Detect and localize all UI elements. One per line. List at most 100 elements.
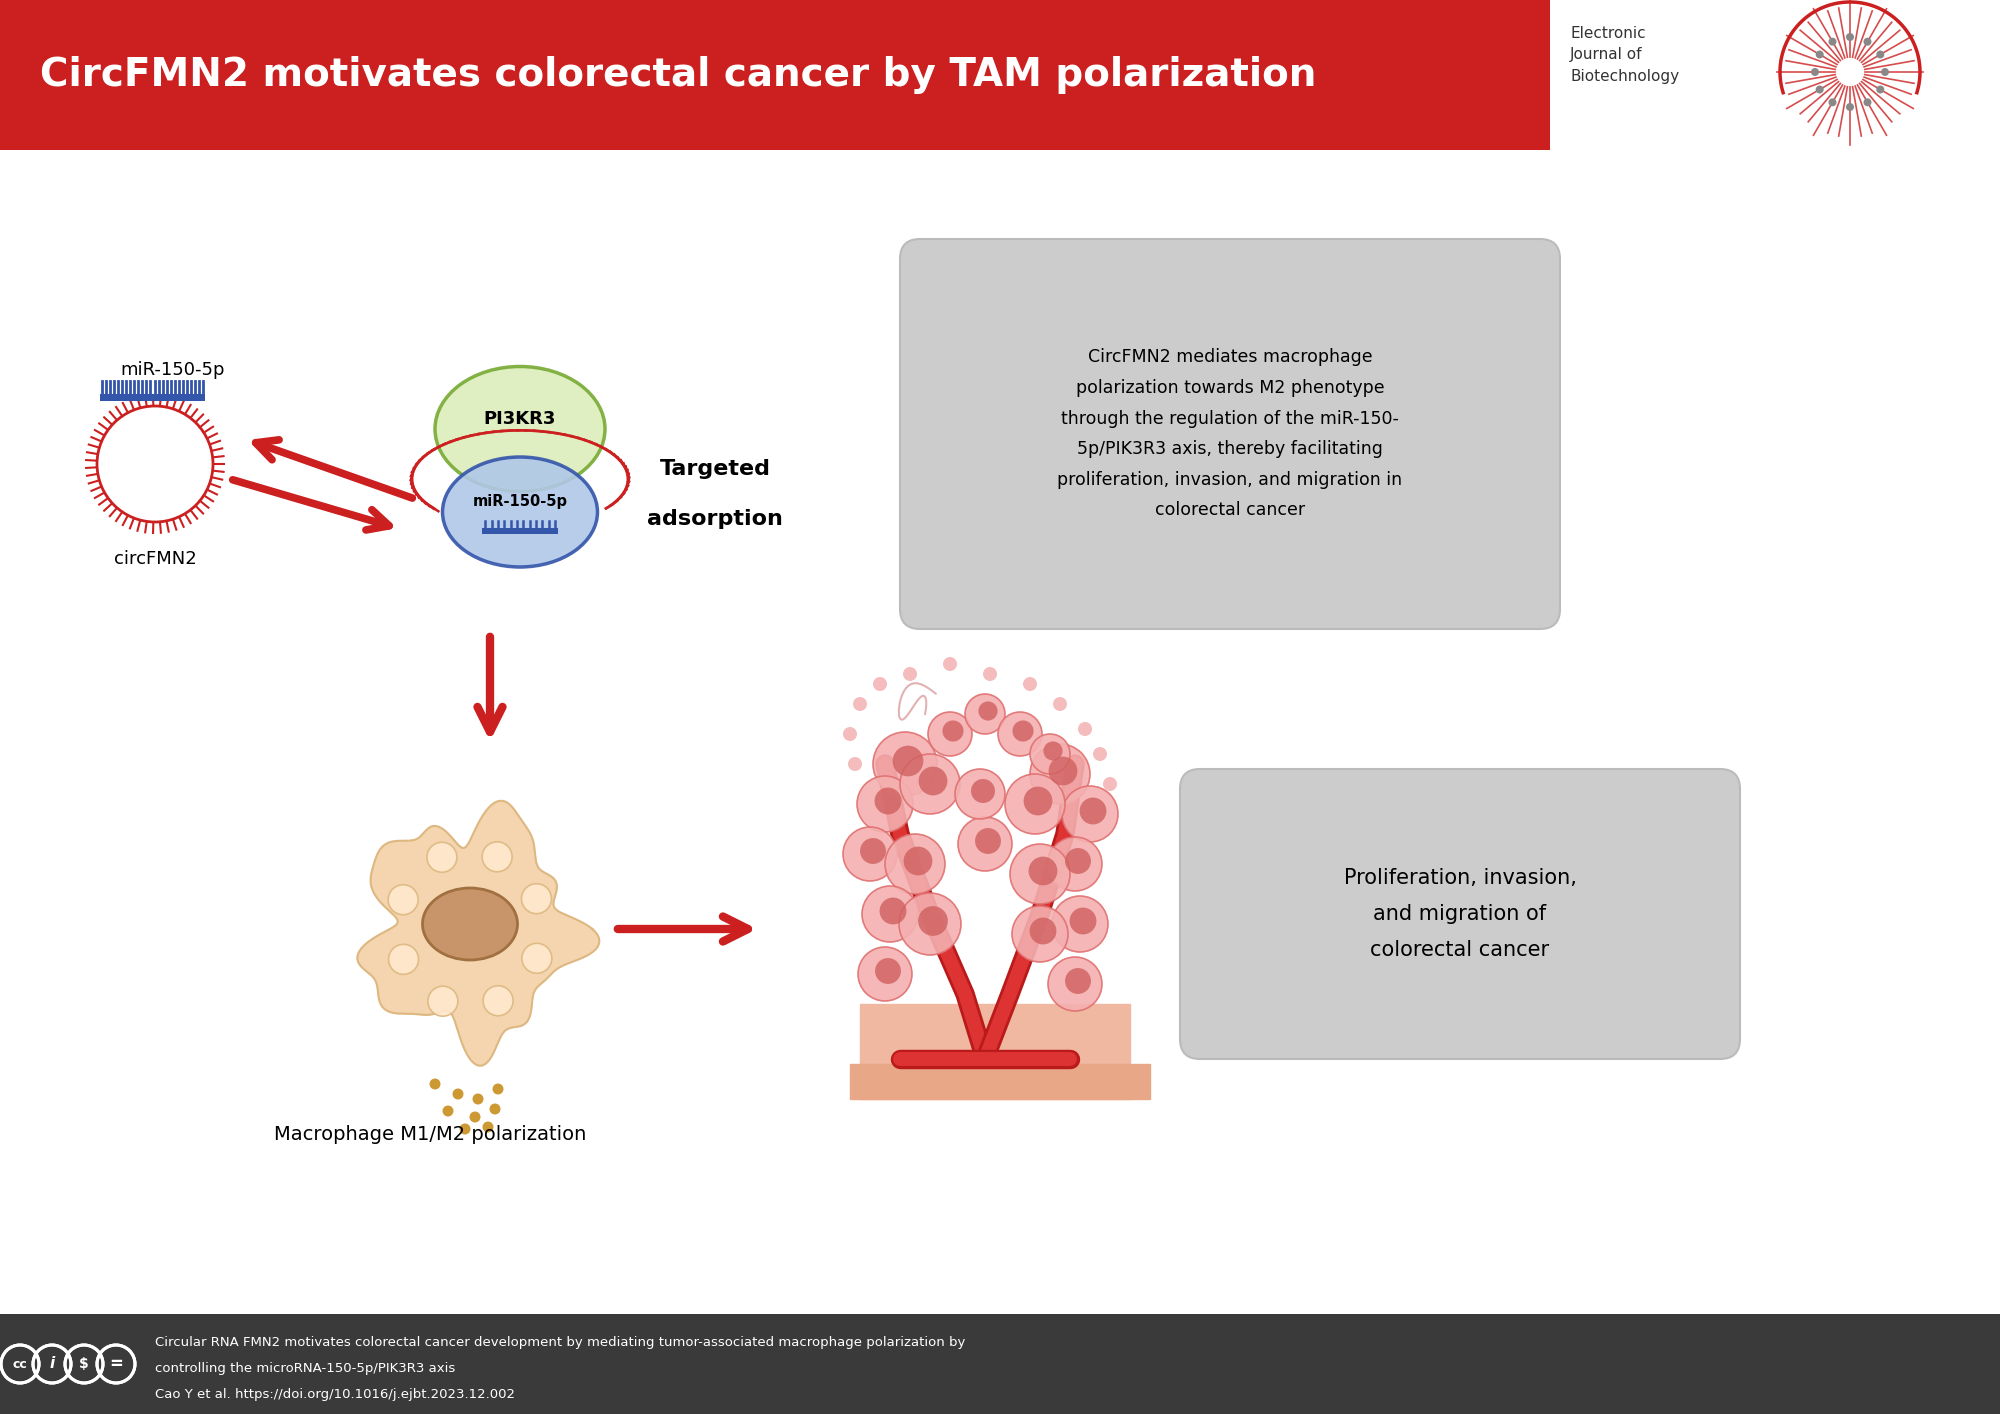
Text: Electronic
Journal of
Biotechnology: Electronic Journal of Biotechnology: [1570, 27, 1680, 83]
Circle shape: [1006, 773, 1064, 834]
Circle shape: [858, 947, 912, 1001]
Circle shape: [522, 884, 552, 913]
Circle shape: [1846, 33, 1854, 41]
Circle shape: [428, 986, 458, 1017]
Circle shape: [1876, 51, 1884, 58]
Circle shape: [928, 713, 972, 756]
Circle shape: [972, 779, 996, 803]
Circle shape: [470, 1111, 480, 1123]
Circle shape: [388, 885, 418, 915]
Circle shape: [984, 667, 996, 682]
Circle shape: [944, 658, 958, 672]
Circle shape: [872, 732, 938, 796]
FancyBboxPatch shape: [900, 239, 1560, 629]
Circle shape: [1024, 786, 1052, 816]
Circle shape: [1882, 68, 1890, 76]
Text: circFMN2: circFMN2: [114, 550, 196, 568]
Circle shape: [1012, 906, 1068, 962]
Circle shape: [1048, 837, 1102, 891]
Text: miR-150-5p: miR-150-5p: [120, 361, 224, 379]
Circle shape: [956, 769, 1006, 819]
Circle shape: [862, 887, 918, 942]
Bar: [100, 395, 206, 402]
Circle shape: [1816, 85, 1824, 93]
Circle shape: [1078, 723, 1092, 737]
Circle shape: [482, 841, 512, 872]
Circle shape: [430, 1079, 440, 1090]
Circle shape: [1828, 99, 1836, 106]
Circle shape: [1816, 51, 1824, 58]
Circle shape: [482, 1121, 494, 1133]
Circle shape: [1048, 756, 1078, 785]
Circle shape: [1030, 918, 1056, 945]
Circle shape: [484, 986, 514, 1015]
Circle shape: [856, 776, 912, 831]
Text: adsorption: adsorption: [648, 509, 782, 529]
Circle shape: [96, 406, 212, 522]
Circle shape: [904, 667, 916, 682]
Text: $: $: [80, 1357, 88, 1372]
Circle shape: [918, 766, 948, 796]
Circle shape: [452, 1089, 464, 1100]
Circle shape: [884, 834, 946, 894]
Circle shape: [1010, 844, 1070, 904]
Circle shape: [1052, 896, 1108, 952]
Circle shape: [1828, 38, 1836, 45]
Circle shape: [490, 1103, 500, 1114]
Circle shape: [1864, 99, 1872, 106]
Circle shape: [900, 754, 960, 814]
Text: Macrophage M1/M2 polarization: Macrophage M1/M2 polarization: [274, 1124, 586, 1144]
Circle shape: [1104, 778, 1116, 790]
Text: Circular RNA FMN2 motivates colorectal cancer development by mediating tumor-ass: Circular RNA FMN2 motivates colorectal c…: [156, 1336, 966, 1349]
Circle shape: [1810, 68, 1818, 76]
Circle shape: [460, 1124, 470, 1134]
Circle shape: [522, 943, 552, 973]
Circle shape: [1066, 969, 1090, 994]
Circle shape: [852, 697, 868, 711]
Polygon shape: [358, 800, 600, 1066]
Circle shape: [958, 817, 1012, 871]
Circle shape: [978, 701, 998, 721]
Circle shape: [492, 1083, 504, 1094]
Circle shape: [1044, 741, 1062, 761]
Circle shape: [842, 827, 896, 881]
FancyBboxPatch shape: [1180, 769, 1740, 1059]
Text: controlling the microRNA-150-5p/PIK3R3 axis: controlling the microRNA-150-5p/PIK3R3 a…: [156, 1362, 456, 1374]
Circle shape: [1876, 85, 1884, 93]
Circle shape: [1048, 957, 1102, 1011]
Circle shape: [904, 847, 932, 875]
Text: PI3KR3: PI3KR3: [484, 410, 556, 428]
Circle shape: [964, 694, 1006, 734]
Text: Cao Y et al. https://doi.org/10.1016/j.ejbt.2023.12.002: Cao Y et al. https://doi.org/10.1016/j.e…: [156, 1389, 516, 1401]
Circle shape: [426, 843, 456, 872]
Circle shape: [1030, 744, 1090, 805]
Circle shape: [1070, 908, 1096, 935]
Circle shape: [1846, 103, 1854, 112]
Text: =: =: [110, 1355, 122, 1373]
Circle shape: [388, 945, 418, 974]
Circle shape: [1864, 38, 1872, 45]
Circle shape: [998, 713, 1042, 756]
Circle shape: [1024, 677, 1036, 691]
Circle shape: [848, 756, 862, 771]
Text: CircFMN2 mediates macrophage
polarization towards M2 phenotype
through the regul: CircFMN2 mediates macrophage polarizatio…: [1058, 348, 1402, 519]
Circle shape: [976, 829, 1000, 854]
Circle shape: [1092, 747, 1108, 761]
Circle shape: [1080, 797, 1106, 824]
Circle shape: [880, 898, 906, 925]
Circle shape: [442, 1106, 454, 1117]
Circle shape: [1030, 734, 1070, 773]
Text: cc: cc: [12, 1357, 28, 1370]
Bar: [0, 0, 2000, 150]
Circle shape: [472, 1093, 484, 1104]
Circle shape: [918, 906, 948, 936]
Text: i: i: [50, 1356, 54, 1372]
Text: miR-150-5p: miR-150-5p: [472, 495, 568, 509]
Polygon shape: [860, 1004, 1130, 1099]
Circle shape: [860, 839, 886, 864]
Bar: [0, 1314, 2000, 1414]
Ellipse shape: [442, 457, 598, 567]
Ellipse shape: [436, 366, 604, 492]
Circle shape: [874, 788, 902, 814]
Circle shape: [876, 959, 900, 984]
